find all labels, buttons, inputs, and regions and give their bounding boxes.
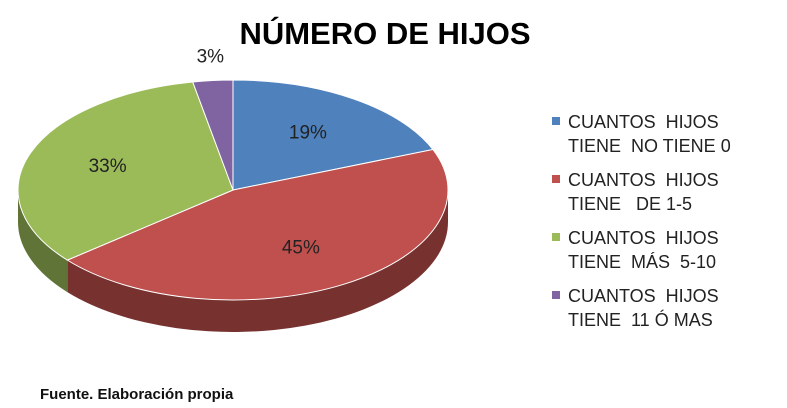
data-label: 19% xyxy=(289,123,327,144)
slice xyxy=(17,81,234,261)
slice xyxy=(192,79,234,191)
legend-item: CUANTOS HIJOS TIENE MÁS 5-10 xyxy=(552,226,763,274)
legend-label: CUANTOS HIJOS TIENE DE 1-5 xyxy=(568,170,724,214)
source-note: Fuente. Elaboración propia xyxy=(40,386,234,403)
chart-title: NÚMERO DE HIJOS xyxy=(239,15,530,51)
slice-side xyxy=(18,190,68,293)
legend-label: CUANTOS HIJOS TIENE 11 Ó MAS xyxy=(568,286,724,330)
legend: CUANTOS HIJOS TIENE NO TIENE 0 CUANTOS HI… xyxy=(552,110,763,342)
slice-side xyxy=(67,190,448,333)
slice xyxy=(66,148,449,301)
legend-swatch xyxy=(552,291,560,299)
legend-item: CUANTOS HIJOS TIENE NO TIENE 0 xyxy=(552,110,763,158)
legend-label: CUANTOS HIJOS TIENE NO TIENE 0 xyxy=(568,112,731,156)
legend-swatch xyxy=(552,117,560,125)
legend-swatch xyxy=(552,175,560,183)
data-label: 33% xyxy=(89,156,127,177)
data-label: 45% xyxy=(282,238,320,259)
legend-item: CUANTOS HIJOS TIENE 11 Ó MAS xyxy=(552,284,763,332)
data-label: 3% xyxy=(197,46,225,67)
legend-item: CUANTOS HIJOS TIENE DE 1-5 xyxy=(552,168,763,216)
legend-label: CUANTOS HIJOS TIENE MÁS 5-10 xyxy=(568,228,724,272)
slice xyxy=(232,79,434,191)
legend-swatch xyxy=(552,233,560,241)
